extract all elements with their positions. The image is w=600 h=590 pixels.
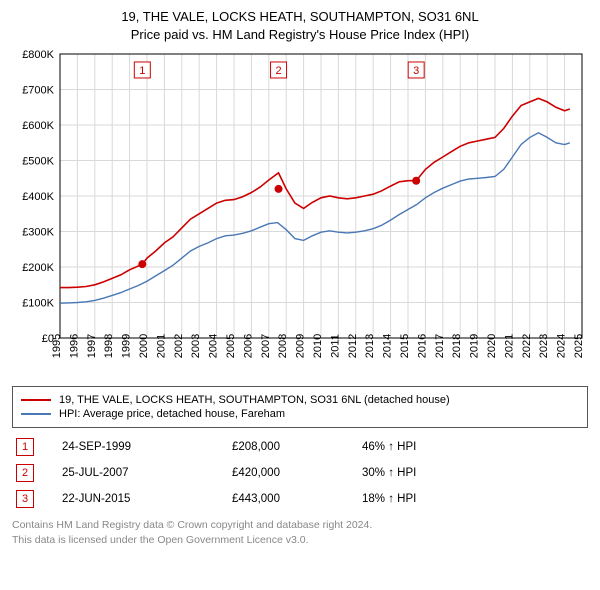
chart-title: 19, THE VALE, LOCKS HEATH, SOUTHAMPTON, … [10, 8, 590, 44]
x-tick-label: 2017 [434, 334, 446, 358]
sale-date: 25-JUL-2007 [62, 467, 232, 479]
sale-marker-number: 3 [413, 65, 419, 77]
sale-number-badge: 1 [16, 438, 34, 456]
y-tick-label: £400K [22, 191, 54, 203]
x-tick-label: 2009 [295, 334, 307, 358]
sales-row: 3 22-JUN-2015£443,00018% ↑ HPI [12, 486, 588, 512]
sales-table: 1 24-SEP-1999£208,00046% ↑ HPI 2 25-JUL-200… [12, 434, 588, 512]
sale-date: 22-JUN-2015 [62, 493, 232, 505]
x-tick-label: 2013 [364, 334, 376, 358]
y-tick-label: £600K [22, 120, 54, 132]
x-tick-label: 1997 [86, 334, 98, 358]
x-tick-label: 2016 [416, 334, 428, 358]
y-tick-label: £200K [22, 262, 54, 274]
y-tick-label: £800K [22, 49, 54, 61]
sale-marker-number: 2 [275, 65, 281, 77]
y-tick-label: £500K [22, 156, 54, 168]
sale-price: £208,000 [232, 441, 362, 453]
y-tick-label: £100K [22, 298, 54, 310]
x-tick-label: 2006 [242, 334, 254, 358]
x-tick-label: 1995 [51, 334, 63, 358]
x-tick-label: 2010 [312, 334, 324, 358]
x-tick-label: 2022 [521, 334, 533, 358]
y-tick-label: £700K [22, 85, 54, 97]
x-tick-label: 2015 [399, 334, 411, 358]
x-tick-label: 2000 [138, 334, 150, 358]
price-chart: £0£100K£200K£300K£400K£500K£600K£700K£80… [10, 48, 590, 378]
x-tick-label: 2007 [260, 334, 272, 358]
x-tick-label: 2008 [277, 334, 289, 358]
title-line-1: 19, THE VALE, LOCKS HEATH, SOUTHAMPTON, … [121, 9, 478, 24]
y-tick-label: £300K [22, 227, 54, 239]
sale-number-badge: 3 [16, 490, 34, 508]
sale-date: 24-SEP-1999 [62, 441, 232, 453]
x-tick-label: 2001 [155, 334, 167, 358]
sale-marker-dot [138, 261, 146, 269]
legend-item: 19, THE VALE, LOCKS HEATH, SOUTHAMPTON, … [21, 393, 579, 407]
legend-swatch [21, 399, 51, 401]
legend-swatch [21, 413, 51, 415]
attribution: Contains HM Land Registry data © Crown c… [12, 518, 588, 546]
attribution-line-2: This data is licensed under the Open Gov… [12, 534, 309, 546]
x-tick-label: 2014 [382, 334, 394, 358]
x-tick-label: 2023 [538, 334, 550, 358]
x-tick-label: 2003 [190, 334, 202, 358]
x-tick-label: 2024 [556, 334, 568, 358]
legend-label: 19, THE VALE, LOCKS HEATH, SOUTHAMPTON, … [59, 394, 450, 406]
attribution-line-1: Contains HM Land Registry data © Crown c… [12, 519, 372, 531]
title-line-2: Price paid vs. HM Land Registry's House … [131, 27, 469, 42]
legend-item: HPI: Average price, detached house, Fare… [21, 407, 579, 421]
x-tick-label: 2025 [573, 334, 585, 358]
legend: 19, THE VALE, LOCKS HEATH, SOUTHAMPTON, … [12, 386, 588, 428]
sale-pct-vs-hpi: 18% ↑ HPI [362, 493, 416, 505]
x-tick-label: 2021 [503, 334, 515, 358]
sale-marker-number: 1 [139, 65, 145, 77]
sale-pct-vs-hpi: 46% ↑ HPI [362, 441, 416, 453]
sale-price: £443,000 [232, 493, 362, 505]
x-tick-label: 2012 [347, 334, 359, 358]
sales-row: 2 25-JUL-2007£420,00030% ↑ HPI [12, 460, 588, 486]
sale-price: £420,000 [232, 467, 362, 479]
x-tick-label: 1999 [121, 334, 133, 358]
x-tick-label: 2019 [469, 334, 481, 358]
x-tick-label: 2004 [208, 334, 220, 358]
x-tick-label: 1998 [103, 334, 115, 358]
sales-row: 1 24-SEP-1999£208,00046% ↑ HPI [12, 434, 588, 460]
x-tick-label: 2002 [173, 334, 185, 358]
sale-pct-vs-hpi: 30% ↑ HPI [362, 467, 416, 479]
legend-label: HPI: Average price, detached house, Fare… [59, 408, 285, 420]
x-tick-label: 2005 [225, 334, 237, 358]
sale-marker-dot [412, 177, 420, 185]
sale-marker-dot [275, 185, 283, 193]
x-tick-label: 1996 [68, 334, 80, 358]
x-tick-label: 2020 [486, 334, 498, 358]
sale-number-badge: 2 [16, 464, 34, 482]
x-tick-label: 2018 [451, 334, 463, 358]
